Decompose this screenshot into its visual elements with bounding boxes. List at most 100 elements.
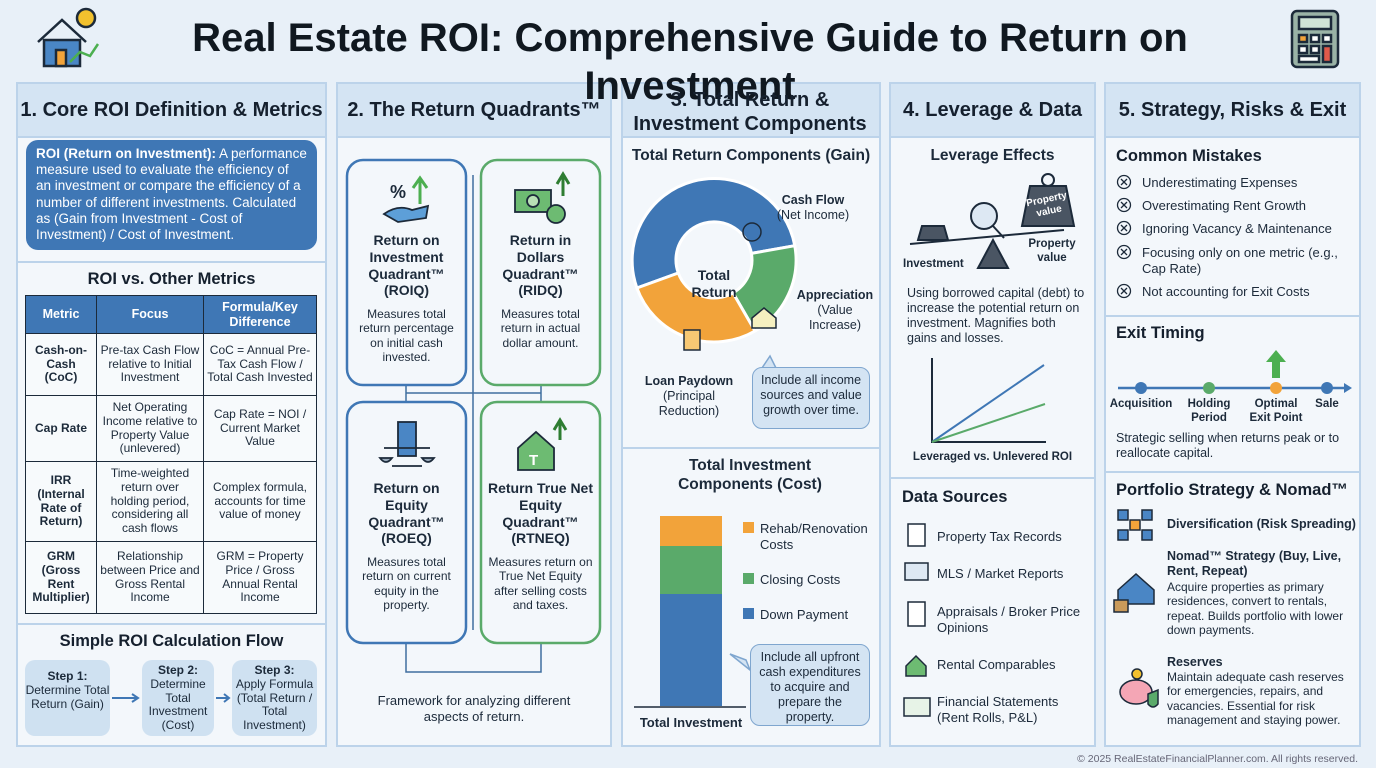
leverage-text: Using borrowed capital (debt) to increas… — [907, 286, 1085, 345]
panel — [1104, 82, 1361, 747]
footer: © 2025 RealEstateFinancialPlanner.com. A… — [1077, 753, 1358, 765]
subheading: ROI vs. Other Metrics — [87, 270, 256, 288]
table-header: Metric — [25, 295, 97, 334]
section-heading: 1. Core ROI Definition & Metrics — [20, 99, 323, 121]
subheading: Exit Timing — [1116, 324, 1205, 342]
flow-step: Step 2: Determine Total Investment (Cost) — [142, 660, 214, 736]
donut — [630, 176, 798, 344]
panel-header — [891, 84, 1094, 138]
legend-swatch — [743, 522, 754, 533]
leverage-illustration — [909, 173, 1076, 269]
section-heading: 5. Strategy, Risks & Exit — [1118, 99, 1347, 121]
step-text: Determine Total Investment (Cost) — [148, 676, 208, 733]
quadrant-title: Return on Investment Quadrant™ (ROIQ) — [368, 232, 445, 299]
chart-caption: Leveraged vs. Unlevered ROI — [912, 451, 1073, 463]
portfolio-text: Maintain adequate cash reserves for emer… — [1167, 670, 1344, 728]
table-cell: Time-weighted return over holding period… — [96, 461, 204, 542]
scale-label: Property value — [1028, 238, 1076, 264]
step-label: Step 2: — [157, 663, 198, 677]
source-item: Property Tax Records — [937, 529, 1062, 544]
quadrant-box — [345, 400, 468, 645]
quadrant-title: Return True Net Equity Quadrant™ (RTNEQ) — [487, 480, 593, 547]
quadrant-title: Return in Dollars Quadrant™ (RIDQ) — [502, 232, 579, 299]
subheading: Total Investment Components (Cost) — [678, 457, 822, 493]
panel-header — [338, 84, 610, 138]
mistake-item: Not accounting for Exit Costs — [1142, 284, 1310, 299]
quadrant-box — [479, 158, 602, 387]
flow-arrow — [112, 693, 140, 703]
step-label: Step 1: — [47, 669, 88, 683]
segment-name: Cash Flow — [781, 193, 845, 207]
panel-header — [18, 84, 325, 138]
source-item: Rental Comparables — [937, 657, 1056, 672]
legend-swatch — [743, 608, 754, 619]
subheading: Simple ROI Calculation Flow — [59, 632, 284, 650]
mistake-item: Overestimating Rent Growth — [1142, 198, 1307, 213]
callout-tail — [729, 653, 752, 673]
section-heading: 2. The Return Quadrants™ — [347, 99, 601, 121]
subheading: Total Return Components (Gain) — [631, 147, 871, 164]
axis-label: Total Investment — [639, 715, 743, 730]
portfolio-icons — [1113, 509, 1159, 708]
portfolio-text: Acquire properties as primary residences… — [1167, 580, 1344, 638]
segment-detail: (Principal Reduction) — [658, 389, 720, 418]
panel-header — [623, 84, 879, 138]
legend-label: Rehab/Renovation Costs — [760, 521, 868, 552]
segment-name: Appreciation — [796, 288, 874, 302]
table-header: Formula/Key Difference — [203, 295, 317, 334]
legend-label: Closing Costs — [760, 572, 841, 587]
exit-text: Strategic selling when returns peak or t… — [1116, 431, 1340, 460]
table-cell: CoC = Annual Pre-Tax Cash Flow / Total C… — [203, 333, 317, 396]
table-cell: Net Operating Income relative to Propert… — [96, 395, 204, 462]
definition-text: A performance measure used to evaluate t… — [36, 146, 307, 242]
legend-swatch — [743, 573, 754, 584]
panel-header — [1106, 84, 1359, 138]
quadrant-icon — [378, 421, 436, 467]
segment-detail: (Net Income) — [776, 208, 850, 222]
donut-center: Total Return — [691, 267, 737, 300]
quadrant-text: Measures return on True Net Equity after… — [488, 555, 593, 613]
table-cell: Complex formula, accounts for time value… — [203, 461, 317, 542]
quadrant-icon — [514, 171, 571, 224]
subheading: Common Mistakes — [1116, 147, 1262, 165]
house-icon — [37, 7, 100, 68]
quadrant-text: Measures total return on current equity … — [362, 555, 451, 613]
quadrant-title: Return on Equity Quadrant™ (ROEQ) — [368, 480, 445, 547]
definition-term: ROI (Return on Investment): — [36, 146, 217, 161]
scale-label: Investment — [903, 258, 964, 270]
metrics-table: Metric Focus Formula/Key Difference Cash-o… — [25, 295, 317, 614]
source-item: MLS / Market Reports — [937, 566, 1064, 581]
timeline-label: Holding Period — [1187, 398, 1231, 424]
source-item: Appraisals / Broker Price Opinions — [937, 604, 1081, 635]
quadrant-icon: T — [517, 417, 568, 471]
quadrant-text: Measures total return in actual dollar a… — [500, 307, 581, 350]
source-item: Financial Statements (Rent Rolls, P&L) — [937, 694, 1059, 725]
flow-step: Step 1: Determine Total Return (Gain) — [25, 660, 110, 736]
svg-text:%: % — [390, 182, 406, 202]
table-cell: Pre-tax Cash Flow relative to Initial In… — [96, 333, 204, 396]
house-icon — [751, 307, 777, 329]
subheading: Leverage Effects — [930, 147, 1055, 164]
portfolio-title: Reserves — [1167, 655, 1223, 669]
quadrant-connectors — [405, 175, 542, 673]
timeline-label: Optimal Exit Point — [1249, 398, 1303, 424]
caption: Framework for analyzing different aspect… — [377, 693, 571, 724]
table-cell: Relationship between Price and Gross Ren… — [96, 541, 204, 614]
segment-name: Loan Paydown — [644, 374, 734, 388]
cost-segment — [660, 594, 722, 706]
mistake-item: Ignoring Vacancy & Maintenance — [1142, 221, 1332, 236]
donut-segment — [634, 271, 758, 344]
section-heading: 3. Total Return & Investment Components — [633, 89, 867, 135]
table-header: Focus — [96, 295, 204, 334]
flow-arrow — [216, 693, 231, 703]
flow-step: Step 3: Apply Formula (Total Return / Tot… — [232, 660, 317, 736]
page-title: Real Estate ROI: Comprehensive Guide to … — [192, 16, 1188, 108]
table-cell: Cap Rate — [25, 395, 97, 462]
step-text: Apply Formula (Total Return / Total Inve… — [235, 676, 314, 733]
legend-label: Down Payment — [760, 607, 849, 622]
mistake-item: Focusing only on one metric (e.g., Cap R… — [1142, 245, 1338, 276]
quadrant-box — [479, 400, 602, 645]
step-text: Determine Total Return (Gain) — [25, 682, 110, 711]
table-cell: GRM (Gross Rent Multiplier) — [25, 541, 97, 614]
